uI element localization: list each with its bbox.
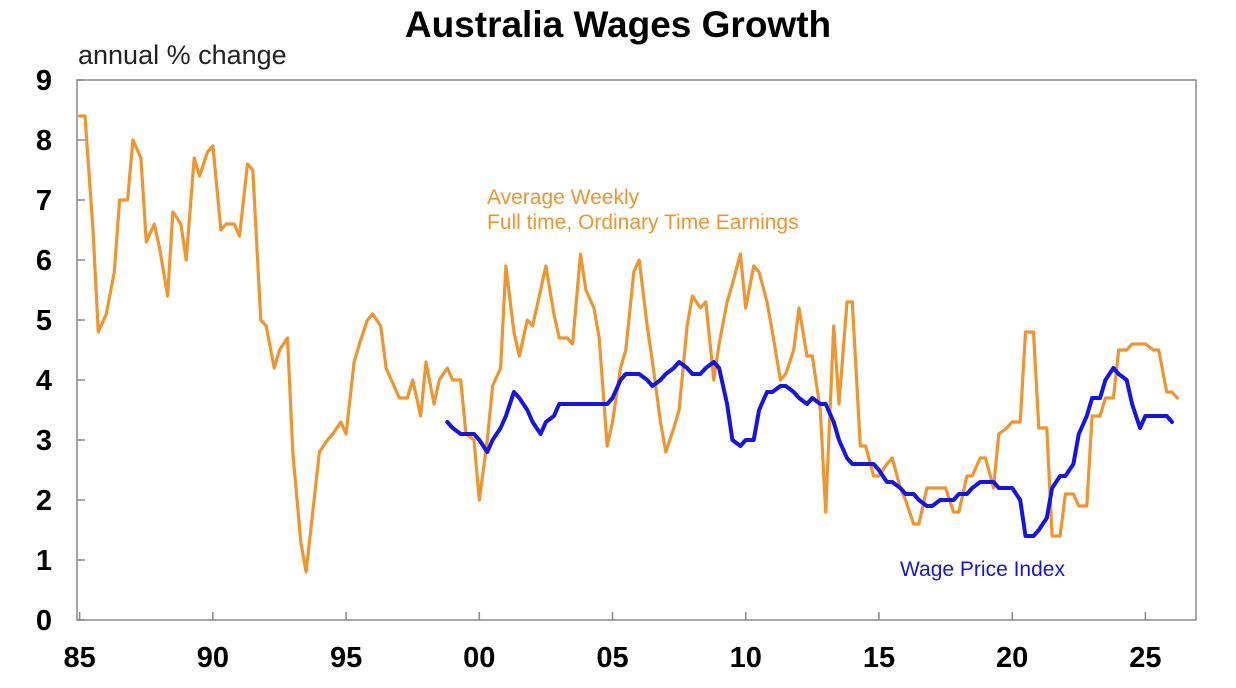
y-tick-label: 8: [36, 125, 52, 157]
y-tick-label: 2: [36, 485, 52, 517]
y-axis-label: annual % change: [78, 40, 287, 70]
chart-title: Australia Wages Growth: [404, 4, 832, 45]
series-group: [78, 114, 1179, 574]
x-tick-label: 15: [863, 642, 895, 674]
x-tick-label: 00: [463, 642, 495, 674]
y-tick-label: 0: [36, 605, 52, 637]
y-tick-label: 7: [36, 185, 52, 217]
y-tick-label: 9: [36, 65, 52, 97]
x-tick-label: 85: [64, 642, 96, 674]
awote-series-label: Full time, Ordinary Time Earnings: [487, 211, 799, 234]
x-tick-label: 95: [330, 642, 362, 674]
y-tick-label: 3: [36, 425, 52, 457]
wpi-line: [445, 360, 1174, 538]
x-tick-label: 05: [596, 642, 628, 674]
y-tick-label: 1: [36, 545, 52, 577]
y-tick-label: 4: [36, 365, 52, 397]
awote-series-label: Average Weekly: [487, 186, 640, 209]
y-tick-label: 6: [36, 245, 52, 277]
x-tick-label: 90: [197, 642, 229, 674]
x-tick-label: 20: [996, 642, 1028, 674]
plot-frame: [76, 79, 1197, 621]
y-tick-label: 5: [36, 305, 52, 337]
x-axis: 85 90 95 00 05 10 15 20 25: [64, 612, 1162, 674]
awote-line: [78, 114, 1179, 574]
y-axis: 0 1 2 3 4 5 6 7 8 9: [36, 65, 85, 637]
x-tick-label: 25: [1129, 642, 1161, 674]
x-tick-label: 10: [730, 642, 762, 674]
wpi-series-label: Wage Price Index: [900, 558, 1065, 581]
